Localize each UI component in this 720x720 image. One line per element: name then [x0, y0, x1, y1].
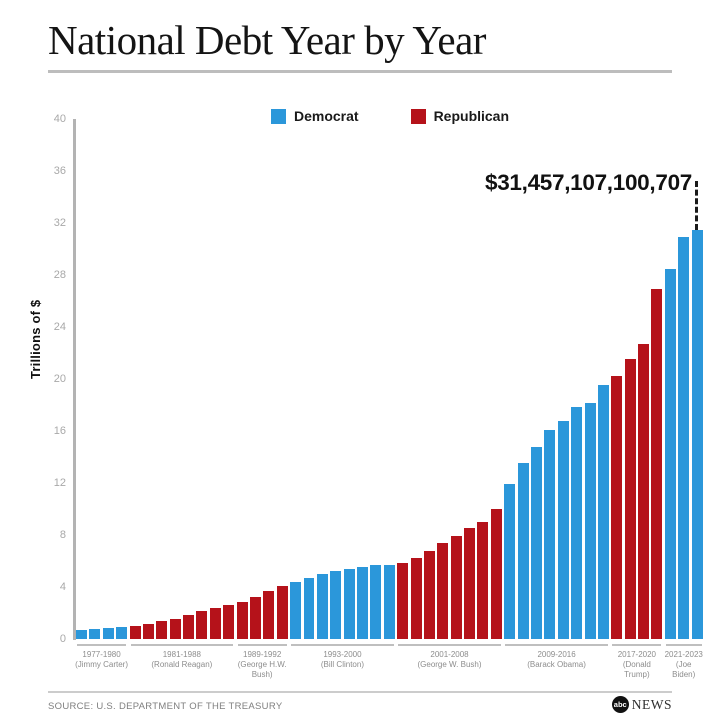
x-axis-group-line — [665, 644, 702, 646]
y-axis-tick: 4 — [59, 581, 66, 593]
bar — [370, 565, 382, 639]
bar — [597, 384, 609, 639]
x-axis-group-label: 1981-1988 (Ronald Reagan) — [151, 650, 213, 669]
bar — [102, 628, 114, 639]
legend-label: Democrat — [293, 108, 359, 124]
y-axis-tick: 32 — [53, 217, 66, 229]
footer-divider — [48, 691, 672, 693]
bar — [437, 543, 449, 639]
bar — [183, 615, 195, 639]
y-axis-tick: 36 — [53, 165, 66, 177]
bar — [316, 574, 328, 639]
bar — [477, 521, 489, 639]
chart-legend: Democrat Republican — [75, 108, 705, 124]
bar — [423, 550, 435, 639]
x-axis-group-line — [505, 644, 608, 646]
x-axis-group-label: 2021-2023 (Joe Biden) — [664, 650, 703, 679]
abc-news-logo: abc NEWS — [611, 696, 672, 713]
bar — [611, 375, 623, 639]
bar — [464, 528, 476, 639]
bar — [678, 236, 690, 639]
debt-bar-chart: 1977-1980 (Jimmy Carter) 1981-1988 (Ronald … — [75, 119, 705, 704]
news-wordmark: NEWS — [631, 696, 672, 712]
annotation-dash-line — [695, 181, 698, 230]
bar — [571, 407, 583, 639]
y-axis-tick: 0 — [59, 633, 66, 645]
x-axis-group-label: 2017-2020 (Donald Trump) — [617, 650, 656, 679]
legend-item-republican: Republican — [410, 108, 510, 124]
peak-value-label: $31,457,107,100,707 — [484, 170, 692, 195]
bar — [116, 627, 128, 639]
source-text: SOURCE: U.S. DEPARTMENT OF THE TREASURY — [48, 701, 283, 712]
bar — [263, 591, 275, 639]
bar — [544, 430, 556, 639]
bar — [383, 565, 395, 639]
bar — [490, 508, 502, 639]
bar — [651, 288, 663, 639]
bar — [638, 343, 650, 639]
bar — [236, 601, 248, 639]
bar — [209, 608, 221, 639]
bar — [129, 626, 141, 639]
bar — [156, 621, 168, 639]
bar — [531, 446, 542, 639]
y-axis-tick: 12 — [53, 477, 66, 489]
democrat-swatch-icon — [270, 108, 286, 124]
bar — [557, 421, 569, 639]
bar — [691, 230, 703, 639]
bar — [290, 581, 302, 639]
y-axis-tick: 16 — [53, 425, 66, 437]
title-divider — [48, 70, 672, 73]
bar — [276, 586, 288, 639]
x-axis-group-line — [612, 644, 662, 646]
x-axis-group-line — [398, 644, 501, 646]
bar — [517, 462, 529, 639]
bar — [357, 567, 368, 639]
abc-logo-icon: abc — [611, 696, 629, 713]
bar — [223, 605, 235, 639]
bar — [624, 359, 636, 639]
x-axis-group-label: 2001-2008 (George W. Bush) — [417, 650, 482, 669]
y-axis-line — [73, 119, 76, 640]
x-axis-group-line — [130, 644, 234, 646]
bar — [196, 611, 208, 639]
y-axis-tick: 28 — [53, 269, 66, 281]
bar-groups — [76, 119, 705, 639]
x-axis-group-label: 1977-1980 (Jimmy Carter) — [75, 650, 128, 669]
x-axis-group-label: 2009-2016 (Barack Obama) — [527, 650, 586, 669]
bar — [169, 618, 181, 639]
bar — [397, 563, 409, 639]
bar — [330, 571, 342, 639]
x-axis-group-label: 1989-1992 (George H.W. Bush) — [237, 650, 287, 679]
legend-label: Republican — [433, 108, 510, 124]
bar — [76, 629, 87, 639]
bar — [584, 403, 596, 639]
x-axis-group-label: 1993-2000 (Bill Clinton) — [320, 650, 364, 669]
x-axis-group-line — [77, 644, 127, 646]
bar — [303, 578, 315, 639]
bar — [410, 558, 422, 639]
legend-item-democrat: Democrat — [270, 108, 359, 124]
bar — [142, 624, 154, 639]
bar — [89, 629, 101, 639]
x-axis-group-line — [291, 644, 394, 646]
y-axis-ticks: 0 4 8 12 16 20 24 28 32 36 40 — [36, 113, 66, 645]
bar — [664, 269, 676, 639]
bar — [450, 535, 462, 639]
bar — [504, 484, 516, 639]
bar — [249, 597, 261, 639]
y-axis-tick: 40 — [53, 113, 66, 125]
bar — [343, 568, 355, 639]
y-axis-tick: 8 — [59, 529, 66, 541]
republican-swatch-icon — [410, 108, 426, 124]
y-axis-tick: 24 — [53, 321, 66, 333]
x-axis-group-line — [237, 644, 287, 646]
y-axis-tick: 20 — [53, 373, 66, 385]
page-title: National Debt Year by Year — [48, 17, 486, 63]
